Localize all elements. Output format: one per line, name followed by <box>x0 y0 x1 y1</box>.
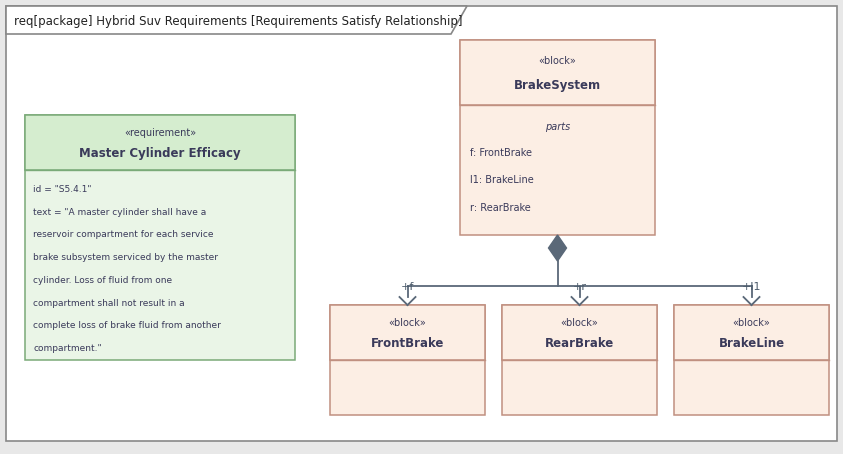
Text: +r: +r <box>572 282 587 292</box>
Text: id = "S5.4.1": id = "S5.4.1" <box>33 185 92 194</box>
Text: compartment shall not result in a: compartment shall not result in a <box>33 299 185 308</box>
Text: Master Cylinder Efficacy: Master Cylinder Efficacy <box>79 147 241 160</box>
Text: «block»: «block» <box>561 318 599 328</box>
Polygon shape <box>549 235 566 261</box>
Bar <box>502 305 657 360</box>
Bar <box>674 305 829 415</box>
Text: +f: +f <box>400 282 414 292</box>
Text: cylinder. Loss of fluid from one: cylinder. Loss of fluid from one <box>33 276 172 285</box>
Text: r: RearBrake: r: RearBrake <box>470 202 531 213</box>
Text: +l1: +l1 <box>742 282 761 292</box>
Text: parts: parts <box>545 122 570 132</box>
Text: brake subsystem serviced by the master: brake subsystem serviced by the master <box>33 253 218 262</box>
Bar <box>674 305 829 360</box>
Text: reservoir compartment for each service: reservoir compartment for each service <box>33 230 213 239</box>
Text: l1: BrakeLine: l1: BrakeLine <box>470 175 534 185</box>
Text: FrontBrake: FrontBrake <box>371 337 444 350</box>
Bar <box>25 115 295 360</box>
Text: req[package] Hybrid Suv Requirements [Requirements Satisfy Relationship]: req[package] Hybrid Suv Requirements [Re… <box>14 15 463 28</box>
Text: «block»: «block» <box>733 318 771 328</box>
Text: «requirement»: «requirement» <box>124 128 196 138</box>
Text: compartment.": compartment." <box>33 344 102 353</box>
Text: complete loss of brake fluid from another: complete loss of brake fluid from anothe… <box>33 321 221 331</box>
Bar <box>330 305 485 415</box>
Bar <box>330 305 485 360</box>
Text: «block»: «block» <box>389 318 427 328</box>
Text: RearBrake: RearBrake <box>545 337 614 350</box>
Bar <box>25 115 295 170</box>
Text: text = "A master cylinder shall have a: text = "A master cylinder shall have a <box>33 207 207 217</box>
Bar <box>460 40 655 105</box>
Text: f: FrontBrake: f: FrontBrake <box>470 148 532 158</box>
Text: BrakeLine: BrakeLine <box>718 337 785 350</box>
Polygon shape <box>6 6 467 34</box>
Text: «block»: «block» <box>539 56 577 66</box>
Bar <box>460 40 655 235</box>
Text: BrakeSystem: BrakeSystem <box>514 79 601 92</box>
Bar <box>502 305 657 415</box>
